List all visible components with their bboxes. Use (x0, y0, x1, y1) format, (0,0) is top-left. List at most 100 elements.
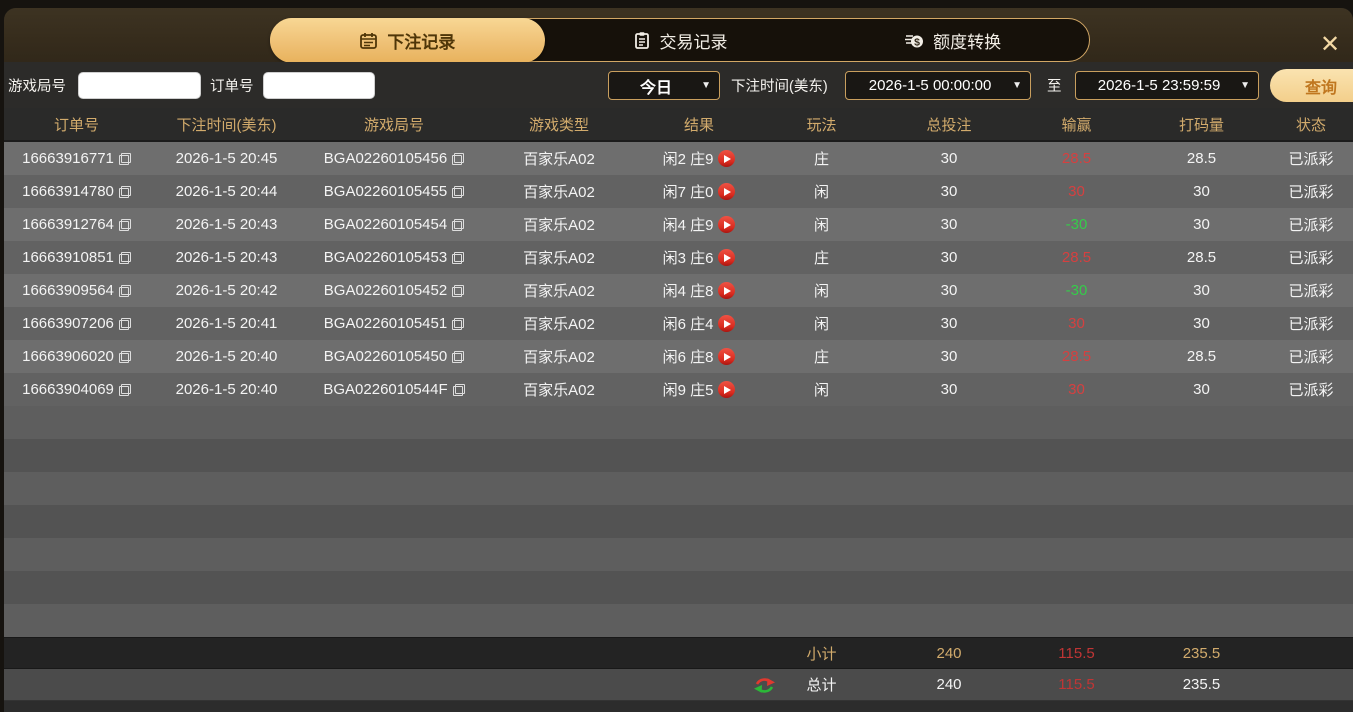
close-icon[interactable]: ✕ (1319, 31, 1341, 58)
records-panel: 下注记录 交易记录 (4, 8, 1353, 712)
col-win-loss: 输赢 (1061, 116, 1092, 134)
subtotal-row: 小计 240 115.5 235.5 (4, 637, 1353, 669)
game-round-input[interactable] (78, 72, 201, 99)
order-no-input[interactable] (263, 72, 375, 99)
play-replay-icon[interactable] (718, 150, 736, 167)
bet-time-cell: 2026-1-5 20:45 (175, 150, 278, 167)
play-cell: 庄 (813, 151, 829, 168)
copy-icon[interactable] (118, 317, 131, 330)
game-type-cell: 百家乐A02 (523, 349, 595, 366)
game-type-cell: 百家乐A02 (523, 184, 595, 201)
bet-time-cell: 2026-1-5 20:41 (175, 315, 278, 332)
game-type-cell: 百家乐A02 (523, 382, 595, 399)
time-to-dropdown[interactable]: 2026-1-5 23:59:59 ▼ (1075, 71, 1259, 100)
play-replay-icon[interactable] (718, 249, 736, 266)
wager-cell: 30 (1193, 315, 1210, 332)
play-cell: 庄 (813, 349, 829, 366)
result-cell: 闲4 庄9 (634, 208, 764, 241)
play-replay-icon[interactable] (718, 381, 736, 398)
result-cell: 闲2 庄9 (634, 142, 764, 175)
copy-icon[interactable] (452, 317, 465, 330)
game-round-cell: BGA02260105451 (304, 307, 484, 340)
tab-bet-records[interactable]: 下注记录 (269, 17, 546, 63)
tab-group: 下注记录 交易记录 (269, 17, 1090, 63)
copy-icon[interactable] (452, 185, 465, 198)
play-cell: 闲 (813, 382, 829, 399)
bet-time-cell: 2026-1-5 20:43 (175, 216, 278, 233)
bet-time-label: 下注时间(美东) (731, 78, 828, 95)
col-result: 结果 (683, 116, 714, 134)
empty-row (4, 538, 1353, 571)
play-cell: 闲 (813, 283, 829, 300)
order-no-cell: 16663916771 (4, 142, 149, 175)
copy-icon[interactable] (118, 383, 131, 396)
wager-cell: 30 (1193, 216, 1210, 233)
status-cell: 已派彩 (1288, 316, 1334, 333)
order-no-cell: 16663914780 (4, 175, 149, 208)
copy-icon[interactable] (452, 383, 465, 396)
copy-icon[interactable] (118, 185, 131, 198)
result-cell: 闲6 庄4 (634, 307, 764, 340)
copy-icon[interactable] (452, 350, 465, 363)
tab-label: 交易记录 (659, 32, 728, 52)
col-game-round: 游戏局号 (363, 116, 424, 134)
status-cell: 已派彩 (1288, 250, 1334, 267)
tab-label: 下注记录 (387, 32, 456, 52)
game-type-cell: 百家乐A02 (523, 250, 595, 267)
grand-total-win-loss: 115.5 (1058, 676, 1095, 693)
copy-icon[interactable] (118, 152, 131, 165)
copy-icon[interactable] (118, 284, 131, 297)
table-header: 订单号 下注时间(美东) 游戏局号 游戏类型 结果 玩法 总投注 输赢 打码量 … (4, 108, 1353, 142)
win-loss-cell: 28.5 (1061, 348, 1092, 365)
copy-icon[interactable] (452, 218, 465, 231)
copy-icon[interactable] (118, 350, 131, 363)
game-type-cell: 百家乐A02 (523, 316, 595, 333)
chevron-down-icon: ▼ (701, 80, 711, 91)
tab-transaction-records[interactable]: 交易记录 (544, 19, 817, 61)
copy-icon[interactable] (452, 284, 465, 297)
win-loss-cell: -30 (1065, 216, 1088, 233)
empty-row (4, 571, 1353, 604)
subtotal-wager: 235.5 (1182, 644, 1221, 662)
play-replay-icon[interactable] (718, 216, 736, 233)
game-round-cell: BGA02260105456 (304, 142, 484, 175)
tab-credit-transfer[interactable]: $ 额度转换 (816, 19, 1089, 61)
wager-cell: 28.5 (1186, 348, 1217, 365)
date-preset-value: 今日 (640, 79, 673, 97)
copy-icon[interactable] (452, 251, 465, 264)
bet-time-cell: 2026-1-5 20:40 (175, 381, 278, 398)
empty-row (4, 406, 1353, 439)
win-loss-cell: 30 (1068, 183, 1085, 200)
table-row: 16663909564 2026-1-5 20:42 BGA02260105452 百… (4, 274, 1353, 307)
date-preset-dropdown[interactable]: 今日 ▼ (608, 71, 720, 100)
play-replay-icon[interactable] (718, 348, 736, 365)
copy-icon[interactable] (452, 152, 465, 165)
result-cell: 闲7 庄0 (634, 175, 764, 208)
play-replay-icon[interactable] (718, 183, 736, 200)
game-round-cell: BGA02260105455 (304, 175, 484, 208)
order-no-label: 订单号 (210, 78, 254, 95)
query-button[interactable]: 查询 (1270, 69, 1353, 102)
col-game-type: 游戏类型 (528, 116, 589, 134)
empty-row (4, 505, 1353, 538)
table-row: 16663906020 2026-1-5 20:40 BGA02260105450 百… (4, 340, 1353, 373)
copy-icon[interactable] (118, 251, 131, 264)
col-bet-time: 下注时间(美东) (176, 116, 277, 134)
total-bet-cell: 30 (940, 282, 958, 299)
bet-time-cell: 2026-1-5 20:44 (175, 183, 278, 200)
calendar-icon (359, 31, 378, 50)
play-replay-icon[interactable] (718, 282, 736, 299)
col-play: 玩法 (806, 116, 837, 134)
swap-arrows-icon (754, 675, 775, 696)
table-row: 16663912764 2026-1-5 20:43 BGA02260105454 百… (4, 208, 1353, 241)
total-bet-cell: 30 (940, 315, 958, 332)
play-cell: 闲 (813, 184, 829, 201)
top-bar: 下注记录 交易记录 (4, 8, 1353, 63)
chevron-down-icon: ▼ (1240, 80, 1250, 91)
play-replay-icon[interactable] (718, 315, 736, 332)
time-from-dropdown[interactable]: 2026-1-5 00:00:00 ▼ (845, 71, 1031, 100)
game-type-cell: 百家乐A02 (523, 283, 595, 300)
copy-icon[interactable] (118, 218, 131, 231)
order-no-cell: 16663909564 (4, 274, 149, 307)
